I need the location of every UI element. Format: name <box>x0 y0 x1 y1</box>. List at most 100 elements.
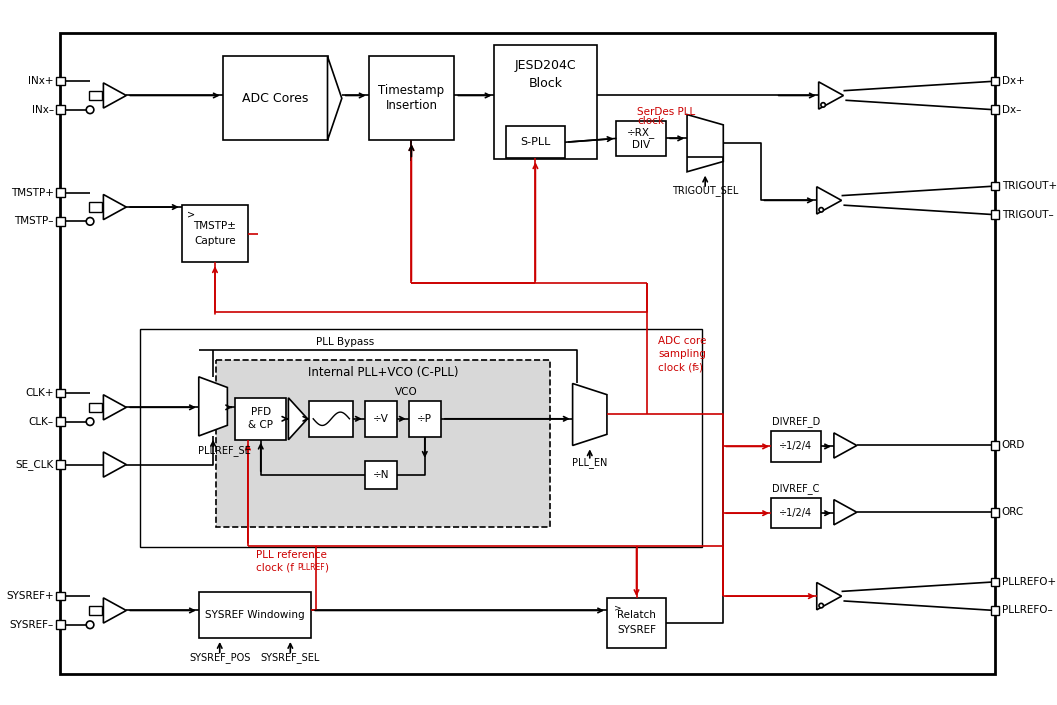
FancyBboxPatch shape <box>990 77 999 85</box>
Text: ): ) <box>699 362 703 372</box>
Polygon shape <box>104 83 126 108</box>
Polygon shape <box>289 398 308 440</box>
Text: TMSTP±: TMSTP± <box>193 221 237 231</box>
Text: INx–: INx– <box>32 105 54 115</box>
FancyBboxPatch shape <box>56 106 64 114</box>
Text: ÷V: ÷V <box>373 414 389 424</box>
Text: SYSREF+: SYSREF+ <box>6 591 54 601</box>
Text: Relatch: Relatch <box>617 611 656 620</box>
Text: Timestamp: Timestamp <box>378 84 445 97</box>
Polygon shape <box>687 114 723 172</box>
Text: S-PLL: S-PLL <box>520 137 551 147</box>
Text: PLLREFO–: PLLREFO– <box>1002 606 1053 615</box>
FancyBboxPatch shape <box>310 400 353 437</box>
Text: Dx–: Dx– <box>1002 105 1021 115</box>
FancyBboxPatch shape <box>223 56 328 140</box>
Text: ): ) <box>324 563 329 572</box>
Text: DIV: DIV <box>632 140 650 150</box>
FancyBboxPatch shape <box>771 498 820 529</box>
Text: >: > <box>614 603 622 612</box>
Text: Internal PLL+VCO (C-PLL): Internal PLL+VCO (C-PLL) <box>308 366 458 379</box>
Circle shape <box>87 621 94 629</box>
Text: ÷1/2/4: ÷1/2/4 <box>779 441 813 451</box>
Text: SE_CLK: SE_CLK <box>16 459 54 470</box>
FancyBboxPatch shape <box>216 360 550 527</box>
Text: clock: clock <box>637 116 665 126</box>
Polygon shape <box>573 384 607 446</box>
Polygon shape <box>199 376 227 436</box>
FancyBboxPatch shape <box>182 205 248 262</box>
FancyBboxPatch shape <box>56 77 64 85</box>
FancyBboxPatch shape <box>365 461 397 489</box>
Circle shape <box>819 603 823 608</box>
FancyBboxPatch shape <box>56 592 64 601</box>
FancyBboxPatch shape <box>235 398 286 440</box>
FancyBboxPatch shape <box>369 56 455 140</box>
FancyBboxPatch shape <box>89 606 103 615</box>
Circle shape <box>819 207 823 212</box>
Polygon shape <box>328 56 341 140</box>
FancyBboxPatch shape <box>990 210 999 219</box>
FancyBboxPatch shape <box>990 106 999 114</box>
Polygon shape <box>834 500 857 525</box>
Text: >: > <box>187 209 196 220</box>
Text: s: s <box>694 363 699 372</box>
Circle shape <box>821 103 826 107</box>
Text: CLK–: CLK– <box>29 417 54 427</box>
FancyBboxPatch shape <box>990 577 999 586</box>
Text: Dx+: Dx+ <box>1002 76 1024 86</box>
Polygon shape <box>819 82 843 109</box>
Polygon shape <box>834 433 857 458</box>
Text: Insertion: Insertion <box>386 99 438 113</box>
Text: ÷1/2/4: ÷1/2/4 <box>779 508 813 518</box>
Circle shape <box>87 218 94 225</box>
FancyBboxPatch shape <box>56 460 64 469</box>
Text: PLL Bypass: PLL Bypass <box>316 336 374 347</box>
Text: PLLREF_SE: PLLREF_SE <box>198 445 251 455</box>
FancyBboxPatch shape <box>616 121 666 156</box>
Text: PFD: PFD <box>251 407 271 417</box>
Text: SYSREF_POS: SYSREF_POS <box>189 651 251 663</box>
Text: clock (f: clock (f <box>659 362 697 372</box>
FancyBboxPatch shape <box>495 45 597 159</box>
Text: TMSTP–: TMSTP– <box>15 216 54 226</box>
Text: PLL reference: PLL reference <box>256 550 327 560</box>
FancyBboxPatch shape <box>990 182 999 190</box>
Text: TRIGOUT_SEL: TRIGOUT_SEL <box>672 185 739 196</box>
FancyBboxPatch shape <box>990 441 999 450</box>
FancyBboxPatch shape <box>506 126 565 159</box>
Text: PLL_EN: PLL_EN <box>572 458 608 468</box>
Polygon shape <box>104 195 126 220</box>
Text: SYSREF–: SYSREF– <box>10 620 54 630</box>
Text: Block: Block <box>528 77 563 90</box>
FancyBboxPatch shape <box>365 400 397 437</box>
Text: SYSREF: SYSREF <box>617 625 656 635</box>
Text: DIVREF_D: DIVREF_D <box>772 416 820 427</box>
Polygon shape <box>817 582 841 610</box>
FancyBboxPatch shape <box>990 606 999 615</box>
FancyBboxPatch shape <box>140 329 702 546</box>
Text: ORD: ORD <box>1002 441 1025 450</box>
Text: sampling: sampling <box>659 349 706 359</box>
FancyBboxPatch shape <box>89 91 103 100</box>
Polygon shape <box>104 598 126 623</box>
FancyBboxPatch shape <box>56 388 64 398</box>
Text: CLK+: CLK+ <box>25 388 54 398</box>
Text: ÷RX_: ÷RX_ <box>627 127 655 138</box>
Text: ADC core: ADC core <box>659 336 707 345</box>
Text: & CP: & CP <box>248 420 274 431</box>
FancyBboxPatch shape <box>771 431 820 462</box>
Polygon shape <box>104 452 126 477</box>
Text: clock (f: clock (f <box>256 563 294 572</box>
FancyBboxPatch shape <box>89 202 103 212</box>
Text: DIVREF_C: DIVREF_C <box>772 483 819 494</box>
Text: INx+: INx+ <box>29 76 54 86</box>
Text: SYSREF Windowing: SYSREF Windowing <box>205 611 304 620</box>
Polygon shape <box>817 187 841 214</box>
FancyBboxPatch shape <box>56 417 64 426</box>
Text: TRIGOUT–: TRIGOUT– <box>1002 209 1054 220</box>
FancyBboxPatch shape <box>990 508 999 517</box>
FancyBboxPatch shape <box>60 34 995 675</box>
FancyBboxPatch shape <box>56 620 64 629</box>
Text: TRIGOUT+: TRIGOUT+ <box>1002 181 1057 191</box>
